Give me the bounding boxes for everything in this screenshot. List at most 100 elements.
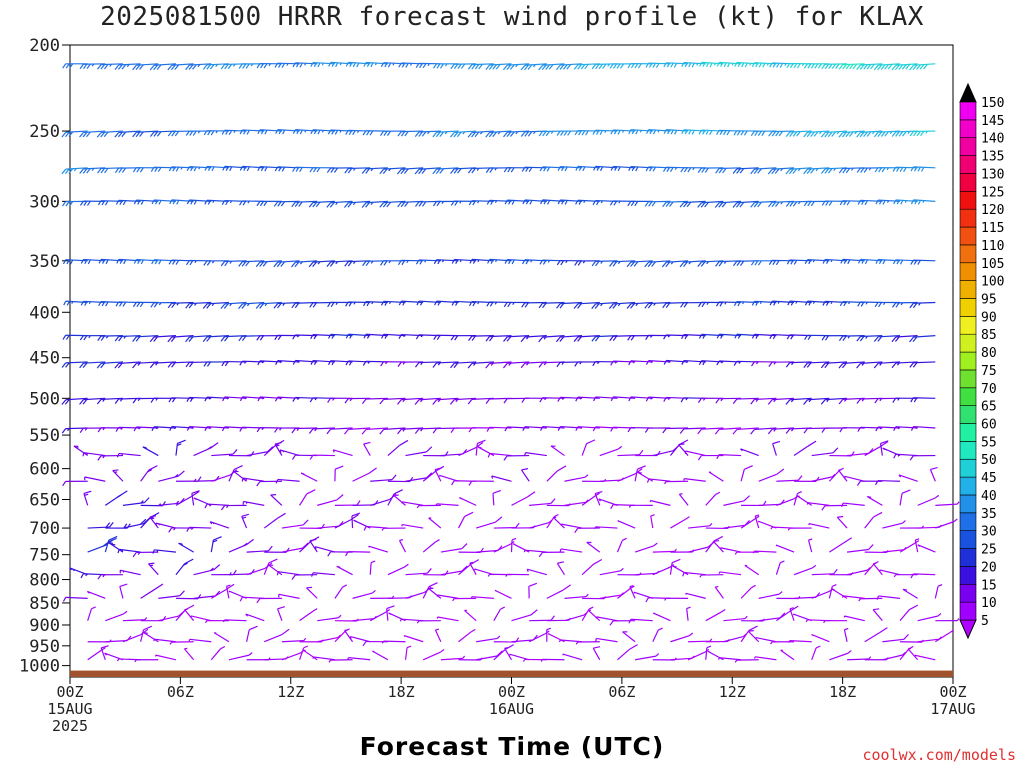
- wind-barb: [594, 490, 603, 506]
- wind-barb: [440, 655, 466, 661]
- wind-barb: [520, 468, 530, 482]
- wind-barb: [221, 129, 247, 136]
- wind-barb: [719, 547, 742, 553]
- wind-barb: [752, 550, 777, 554]
- wind-barb: [663, 62, 689, 68]
- wind-barb: [414, 397, 441, 405]
- wind-barb: [732, 397, 759, 405]
- wind-barb: [308, 200, 335, 208]
- wind-barb: [79, 63, 106, 70]
- wind-barb: [714, 427, 742, 435]
- wind-barb: [175, 439, 186, 456]
- wind-barb: [122, 617, 148, 622]
- wind-barbs: [61, 61, 960, 663]
- colorbar-label: 70: [981, 382, 997, 397]
- wind-barb: [422, 649, 445, 661]
- colorbar-label: 5: [981, 614, 989, 629]
- colorbar-label: 145: [981, 114, 1004, 129]
- wind-barb: [758, 468, 785, 482]
- credit-link[interactable]: coolwx.com/models: [862, 746, 1016, 764]
- wind-barb: [557, 396, 583, 402]
- wind-barb: [274, 334, 300, 341]
- wind-barb: [239, 165, 265, 172]
- wind-barb: [133, 199, 159, 205]
- wind-barb: [634, 542, 658, 553]
- wind-barb: [345, 301, 371, 307]
- wind-barb: [309, 538, 318, 553]
- wind-barb: [682, 571, 706, 577]
- wind-barb: [352, 467, 377, 482]
- wind-barb: [546, 627, 551, 642]
- wind-barb: [257, 165, 282, 172]
- wind-barb: [202, 335, 229, 342]
- wind-barb: [732, 200, 759, 208]
- wind-barb: [917, 612, 942, 622]
- wind-barb: [909, 361, 936, 368]
- colorbar-label: 25: [981, 543, 997, 558]
- wind-barb: [486, 199, 512, 205]
- wind-barb: [697, 167, 724, 173]
- wind-barb: [520, 63, 547, 71]
- wind-barb: [714, 585, 724, 599]
- wind-barb: [627, 200, 653, 207]
- wind-barb: [864, 627, 888, 643]
- wind-barb: [292, 62, 318, 68]
- wind-barb: [662, 427, 689, 434]
- x-tick-label: 16AUG: [489, 700, 534, 718]
- wind-barb: [379, 427, 406, 435]
- wind-barb: [591, 63, 618, 70]
- wind-barb: [740, 465, 753, 482]
- wind-barb: [758, 591, 783, 599]
- wind-barb: [150, 301, 176, 308]
- wind-barb: [785, 361, 812, 368]
- wind-barb: [458, 559, 480, 576]
- wind-barb: [452, 597, 477, 602]
- colorbar-label: 100: [981, 275, 1004, 290]
- colorbar-segment: [959, 566, 977, 585]
- wind-barb: [397, 427, 424, 435]
- wind-barb: [449, 130, 477, 138]
- wind-barb: [387, 489, 403, 506]
- colorbar-label: 45: [981, 471, 997, 486]
- wind-barb: [528, 582, 538, 599]
- wind-barb: [678, 493, 689, 506]
- wind-barb: [158, 470, 185, 482]
- wind-barb: [523, 549, 547, 553]
- wind-barb: [626, 260, 653, 268]
- wind-barb: [767, 397, 795, 405]
- wind-barb: [142, 446, 159, 457]
- y-tick-label: 700: [29, 519, 60, 539]
- wind-barb: [188, 638, 212, 643]
- wind-barb: [246, 446, 274, 457]
- wind-barb: [291, 200, 318, 208]
- wind-barb: [629, 585, 636, 599]
- wind-barb: [560, 523, 583, 529]
- wind-barb: [856, 335, 883, 342]
- wind-barb: [133, 258, 159, 265]
- wind-barb: [246, 625, 258, 642]
- wind-barb: [345, 551, 371, 557]
- wind-barb: [750, 427, 777, 435]
- wind-barb: [661, 260, 689, 268]
- wind-barb: [873, 130, 901, 138]
- wind-barb: [398, 539, 407, 553]
- wind-barb: [649, 499, 671, 506]
- wind-barb: [175, 558, 194, 576]
- colorbar-label: 60: [981, 418, 997, 433]
- wind-barb: [829, 537, 853, 553]
- wind-barb: [459, 497, 477, 506]
- wind-barb: [679, 260, 706, 268]
- wind-barb: [257, 396, 282, 402]
- wind-barb: [555, 335, 583, 343]
- wind-barb: [832, 588, 848, 599]
- wind-barb: [808, 523, 830, 529]
- wind-barb: [428, 517, 442, 529]
- wind-barb: [787, 527, 812, 531]
- wind-barb: [520, 361, 547, 369]
- wind-barb: [169, 199, 194, 205]
- wind-barb: [635, 653, 660, 661]
- wind-barb: [204, 165, 229, 172]
- wind-barb: [622, 631, 636, 643]
- wind-barb: [73, 445, 89, 457]
- colorbar-segment: [959, 119, 977, 139]
